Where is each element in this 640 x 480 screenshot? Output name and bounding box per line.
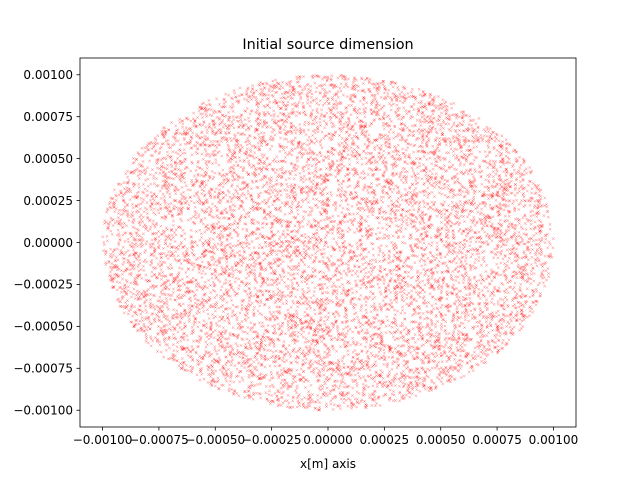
x-tick-label: 0.00025 <box>360 433 410 447</box>
x-tick-label: −0.00025 <box>242 433 302 447</box>
y-tick-label: −0.00025 <box>13 278 73 292</box>
x-tick-label: 0.00050 <box>416 433 466 447</box>
x-tick-label: 0.00000 <box>303 433 353 447</box>
x-axis-ticks: −0.00100−0.00075−0.00050−0.00025 0.00000 0… <box>73 427 579 447</box>
y-tick-label: 0.00025 <box>23 194 73 208</box>
x-tick-label: 0.00100 <box>529 433 579 447</box>
x-tick-label: −0.00050 <box>185 433 245 447</box>
x-tick-label: −0.00100 <box>73 433 133 447</box>
x-tick-label: −0.00075 <box>129 433 189 447</box>
plot-frame <box>79 57 577 428</box>
y-tick-label: 0.00075 <box>23 110 73 124</box>
y-tick-label: 0.00050 <box>23 152 73 166</box>
scatter-points <box>101 73 555 412</box>
y-tick-label: 0.00000 <box>23 236 73 250</box>
y-tick-label: −0.00050 <box>13 320 73 334</box>
y-tick-label: 0.00100 <box>23 68 73 82</box>
scatter-point-markers <box>101 73 555 412</box>
x-axis-label: x[m] axis <box>300 457 356 471</box>
chart-title: Initial source dimension <box>242 37 413 53</box>
y-tick-label: −0.00075 <box>13 362 73 376</box>
y-axis-ticks: 0.00100 0.00075 0.00050 0.00025 0.00000 −0.00… <box>13 68 80 418</box>
x-tick-label: 0.00075 <box>472 433 522 447</box>
y-tick-label: −0.00100 <box>13 404 73 418</box>
